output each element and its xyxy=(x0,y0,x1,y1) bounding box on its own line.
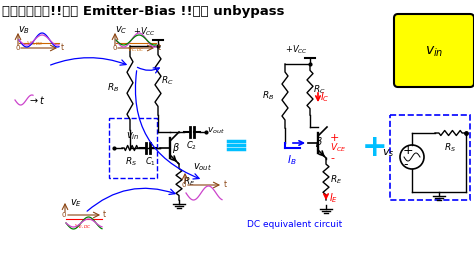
Text: -: - xyxy=(403,159,408,172)
Text: $V_{CE}$: $V_{CE}$ xyxy=(330,142,346,154)
Text: 0: 0 xyxy=(62,212,66,218)
FancyBboxPatch shape xyxy=(394,14,474,87)
Text: $V_{E,DC}$: $V_{E,DC}$ xyxy=(74,223,91,231)
Text: $v_s$: $v_s$ xyxy=(382,147,394,159)
Text: $v_{in}$: $v_{in}$ xyxy=(425,45,443,59)
Bar xyxy=(109,118,157,178)
Text: $v_C$: $v_C$ xyxy=(115,24,128,36)
Text: $R_B$: $R_B$ xyxy=(107,82,119,94)
Text: +: + xyxy=(362,134,388,163)
Text: $R_S$: $R_S$ xyxy=(125,155,137,168)
Text: $R_E$: $R_E$ xyxy=(183,176,195,188)
Text: $\beta$: $\beta$ xyxy=(172,141,180,155)
Text: DC equivalent circuit: DC equivalent circuit xyxy=(247,220,343,229)
Text: +: + xyxy=(403,143,414,156)
Text: $V_{C,DC}$: $V_{C,DC}$ xyxy=(127,46,145,54)
Text: $v_{out}$: $v_{out}$ xyxy=(193,161,212,173)
Text: $V_{B,DC}$: $V_{B,DC}$ xyxy=(26,40,44,48)
Text: $I_E$: $I_E$ xyxy=(329,191,338,205)
Text: $v_B$: $v_B$ xyxy=(18,24,30,36)
Text: 0: 0 xyxy=(16,45,20,51)
Text: t: t xyxy=(158,43,161,52)
Text: +: + xyxy=(330,133,339,143)
Text: $R_B$: $R_B$ xyxy=(262,90,274,102)
Text: t: t xyxy=(103,210,106,219)
Bar xyxy=(390,115,470,200)
Text: $I_C$: $I_C$ xyxy=(320,90,329,104)
Text: t: t xyxy=(224,180,227,189)
Text: 0: 0 xyxy=(113,45,118,51)
Text: $R_E$: $R_E$ xyxy=(330,173,342,186)
Text: $v_{in}$: $v_{in}$ xyxy=(126,130,139,142)
Text: $R_C$: $R_C$ xyxy=(161,74,173,87)
Text: t: t xyxy=(61,43,64,52)
Text: +$V_{CC}$: +$V_{CC}$ xyxy=(285,44,308,56)
Text: -: - xyxy=(330,153,334,163)
Text: +$V_{CC}$: +$V_{CC}$ xyxy=(133,26,156,38)
Text: $C_1$: $C_1$ xyxy=(145,156,155,168)
Text: $I_B$: $I_B$ xyxy=(287,153,297,167)
Text: $R_C$: $R_C$ xyxy=(313,83,326,96)
Text: $\rightarrow t$: $\rightarrow t$ xyxy=(28,94,46,106)
Text: $C_2$: $C_2$ xyxy=(186,140,198,152)
Text: $v_E$: $v_E$ xyxy=(70,197,82,209)
Text: $\beta$: $\beta$ xyxy=(315,135,323,149)
Text: $R_S$: $R_S$ xyxy=(445,141,456,153)
Text: $v_{out}$: $v_{out}$ xyxy=(207,126,225,136)
Text: จรขยาย!!บบ Emitter-Bias !!บบ unbypass: จรขยาย!!บบ Emitter-Bias !!บบ unbypass xyxy=(2,6,284,19)
Text: 0: 0 xyxy=(182,182,186,188)
